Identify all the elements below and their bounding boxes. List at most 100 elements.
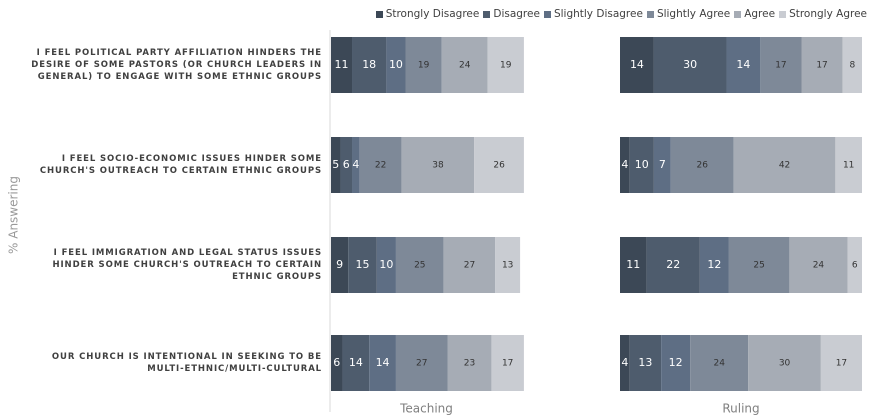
data-label: 25 — [414, 261, 425, 271]
legend-swatch — [734, 10, 742, 18]
data-label: 9 — [336, 258, 343, 271]
panel-label: Ruling — [722, 402, 759, 416]
bar-segment — [801, 37, 843, 93]
bar-segment — [487, 37, 524, 93]
category-label: I FEEL POLITICAL PARTY AFFILIATION HINDE… — [31, 48, 322, 82]
data-label: 10 — [379, 258, 393, 271]
bar-segment — [443, 237, 496, 293]
data-label: 22 — [375, 161, 386, 171]
data-label: 11 — [843, 161, 854, 171]
bar-segment — [726, 37, 761, 93]
data-label: 14 — [630, 58, 644, 71]
bar-segment — [352, 137, 360, 193]
data-label: 12 — [669, 356, 683, 369]
data-label: 17 — [816, 61, 827, 71]
data-label: 13 — [502, 261, 513, 271]
bar-segment — [760, 37, 802, 93]
data-label: 27 — [416, 359, 427, 369]
legend-item: Slightly Disagree — [543, 8, 643, 20]
panel-label: Teaching — [399, 402, 453, 416]
data-label: 17 — [775, 61, 786, 71]
data-label: 24 — [459, 61, 471, 71]
data-label: 19 — [500, 61, 512, 71]
data-label: 18 — [362, 58, 376, 71]
bar-segment — [348, 237, 377, 293]
bar-segment — [646, 237, 700, 293]
data-label: 24 — [813, 261, 825, 271]
data-label: 17 — [836, 359, 847, 369]
data-label: 11 — [335, 58, 349, 71]
bar-segment — [690, 335, 749, 391]
data-label: 7 — [659, 158, 666, 171]
bar-segment — [340, 137, 353, 193]
category-label: OUR CHURCH IS INTENTIONAL IN SEEKING TO … — [51, 352, 322, 374]
data-label: 6 — [343, 158, 350, 171]
bar-segment — [369, 335, 396, 391]
bar-segment — [401, 137, 475, 193]
data-label: 4 — [621, 158, 628, 171]
bar-segment — [352, 37, 387, 93]
legend-item: Agree — [734, 8, 775, 20]
category-label: I FEEL IMMIGRATION AND LEGAL STATUS ISSU… — [52, 248, 322, 282]
data-label: 6 — [852, 261, 858, 271]
bar-segment — [728, 237, 790, 293]
bar-segment — [495, 237, 521, 293]
legend-label: Agree — [744, 8, 776, 20]
data-label: 25 — [753, 261, 764, 271]
data-label: 26 — [493, 161, 505, 171]
data-label: 10 — [635, 158, 649, 171]
bar-segment — [474, 137, 524, 193]
bar-segment — [835, 137, 862, 193]
bar-segment — [395, 335, 448, 391]
data-label: 8 — [849, 61, 855, 71]
data-label: 4 — [352, 158, 359, 171]
legend-label: Disagree — [493, 8, 540, 20]
legend-item: Disagree — [483, 8, 540, 20]
bar-segment — [748, 335, 821, 391]
data-label: 23 — [464, 359, 475, 369]
bar-segment — [820, 335, 862, 391]
bar-segment — [661, 335, 691, 391]
bar-segment — [842, 37, 862, 93]
data-label: 4 — [621, 356, 628, 369]
data-label: 19 — [418, 61, 430, 71]
data-label: 14 — [349, 356, 363, 369]
data-label: 6 — [333, 356, 340, 369]
bar-segment — [331, 335, 343, 391]
legend-label: Slightly Disagree — [553, 8, 643, 20]
bar-segment — [359, 137, 402, 193]
legend-item: Slightly Agree — [646, 8, 730, 20]
bar-segment — [620, 137, 630, 193]
data-label: 42 — [779, 161, 790, 171]
bar-segment — [789, 237, 848, 293]
bar-segment — [491, 335, 524, 391]
bar-segment — [386, 37, 406, 93]
data-label: 26 — [697, 161, 709, 171]
data-label: 5 — [332, 158, 339, 171]
data-label: 30 — [683, 58, 697, 71]
legend-swatch — [543, 10, 551, 18]
bar-segment — [342, 335, 370, 391]
bar-segment — [331, 137, 341, 193]
legend-swatch — [375, 10, 383, 18]
bar-segment — [629, 335, 662, 391]
legend-swatch — [483, 10, 491, 18]
data-label: 10 — [389, 58, 403, 71]
bar-segment — [447, 335, 492, 391]
data-label: 24 — [713, 359, 725, 369]
category-label: I FEEL SOCIO-ECONOMIC ISSUES HINDER SOME… — [39, 154, 322, 176]
bar-segment — [699, 237, 729, 293]
bar-segment — [441, 37, 488, 93]
data-label: 27 — [464, 261, 475, 271]
bar-segment — [331, 37, 353, 93]
bar-segment — [331, 237, 349, 293]
data-label: 12 — [707, 258, 721, 271]
data-label: 14 — [736, 58, 750, 71]
bar-segment — [670, 137, 734, 193]
bar-segment — [629, 137, 654, 193]
data-label: 30 — [779, 359, 791, 369]
bar-segment — [847, 237, 862, 293]
data-label: 38 — [432, 161, 444, 171]
bar-segment — [653, 137, 671, 193]
